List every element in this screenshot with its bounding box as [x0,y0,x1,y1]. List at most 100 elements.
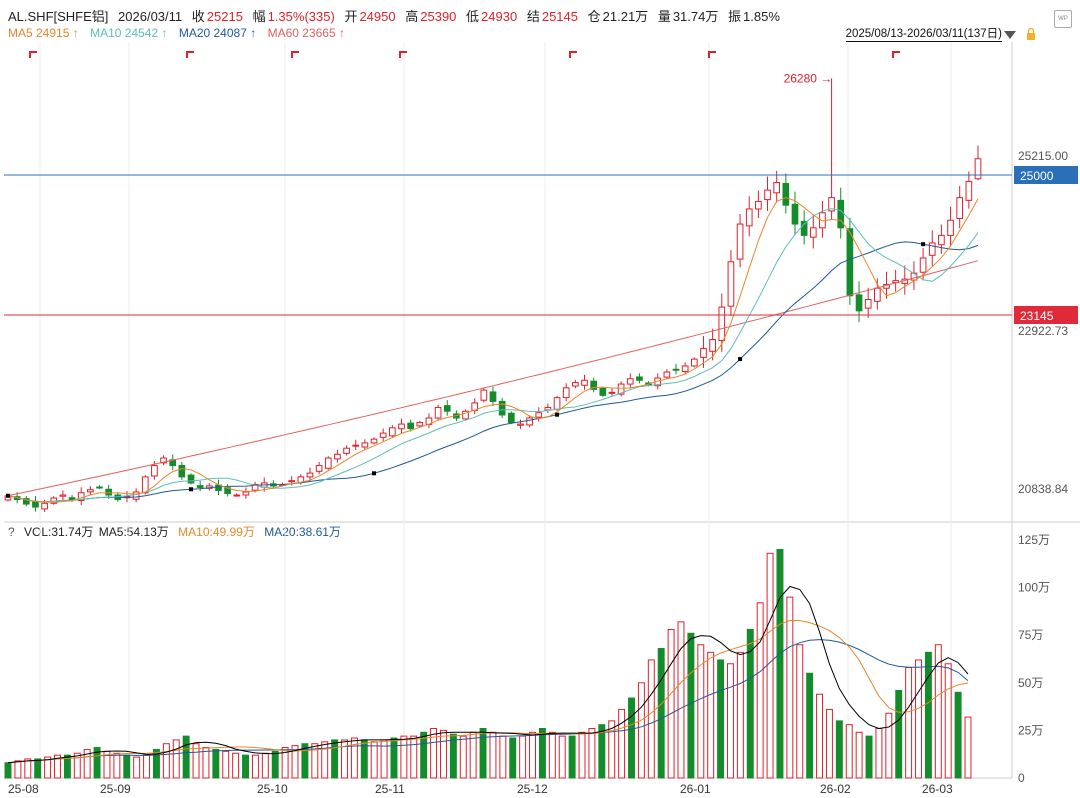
candle-body [800,220,808,236]
candle-body [590,380,597,390]
volume-bar [24,758,32,779]
candle-body [919,257,927,273]
volume-bar [63,754,71,779]
volume-bar [242,754,249,779]
help-icon[interactable]: ? [8,525,15,539]
ma10-line [7,208,979,503]
candle-body [755,200,762,210]
x-tick-label: 26-03 [922,782,953,796]
date-range-selector[interactable]: 2025/08/13-2026/03/11(137日) [845,28,1002,42]
candle-body [846,228,854,297]
volume-bar [420,731,428,779]
low-label: 低 [466,9,480,24]
open-value: 24950 [359,9,396,24]
candle-body [526,417,533,426]
candle-body [608,391,616,394]
candle-body [462,410,469,420]
candle-body [416,422,424,427]
candle-body [352,444,360,447]
ma-dot [6,493,10,498]
candle-body [407,422,414,430]
ma-legend: MA5 24915 ↑ MA10 24542 ↑ MA20 24087 ↑ MA… [8,26,353,40]
ma5-line [7,197,979,503]
x-tick-label: 25-08 [8,782,39,796]
price-level-tag [1014,166,1078,184]
volume-bar [578,731,586,779]
quote-date: 2026/03/11 [118,9,183,24]
oi-label: 仓 [587,9,601,24]
volume-bar [479,727,487,779]
volume-bar [944,663,952,779]
ma-dot [189,487,194,492]
candle-body [562,387,570,399]
volume-bar [657,648,665,779]
candle-body [636,376,643,381]
volume-bar [905,667,913,779]
candle-body [736,223,744,260]
ma5-legend: MA5 24915 ↑ [8,26,79,40]
volume-bar [261,752,269,779]
volume-bar [271,750,279,779]
ma-dot [372,471,377,476]
volume-bar [341,739,348,779]
ma60-legend: MA60 23665 ↑ [267,26,345,40]
price-axis-label: 25215.00 [1018,149,1068,163]
dropdown-triangle-icon[interactable] [1004,31,1016,39]
volume-bar [93,747,101,779]
volume-bar [618,708,626,779]
volume-bar [251,754,259,779]
candle-body [288,480,296,483]
volume-bar [143,754,151,779]
candle-body [553,397,561,410]
price-axis-label: 22922.73 [1018,324,1068,338]
volume-bar [529,731,537,779]
volume-bar [73,752,81,779]
candle-body [617,383,625,395]
x-tick-label: 25-12 [517,782,548,796]
volume-bar [746,628,754,779]
peak-label: 26280 → [784,71,833,85]
volume-bar [14,760,22,779]
volume-bar [568,735,576,779]
candle-body [700,348,707,358]
x-tick-label: 25-11 [375,782,405,796]
quote-header: AL.SHF[SHFE铝] 2026/03/11 收 25215 幅 1.35%(3… [8,6,786,25]
candle-body [864,299,872,309]
volume-bar [538,727,546,779]
volume-bar [924,651,932,779]
open-label: 开 [344,9,358,24]
volume-bar [172,739,180,779]
volume-bar [519,735,527,779]
volume-bars [4,549,972,779]
lock-icon[interactable] [1026,28,1036,40]
candle-body [938,234,945,246]
vol-ma10-legend: MA10:49.99万 [178,525,255,539]
candle-body [151,465,158,477]
volume-bar [222,750,230,779]
candle-body [572,382,579,387]
volume-bar [865,735,873,779]
close-label: 收 [191,9,205,24]
change-label: 幅 [252,9,266,24]
volume-bar [232,752,240,779]
volume-bar [677,621,685,779]
volume-axis-label: 125万 [1018,533,1050,547]
amp-value: 1.85% [743,9,780,24]
period-marker [29,51,37,58]
candle-body [315,465,323,472]
volume-bar [469,731,477,779]
volume-bar [54,754,61,779]
candle-body [398,423,405,430]
volume-bar [756,602,764,779]
candle-body [791,203,799,225]
candle-body [87,489,94,493]
candle-body [727,261,735,307]
amp-label: 振 [728,9,742,24]
period-marker [186,51,194,58]
x-tick-label: 25-09 [100,782,131,796]
volume-bar [687,632,695,779]
candle-body [160,457,167,464]
volume-bar [162,743,170,779]
volume-bar [954,691,962,779]
